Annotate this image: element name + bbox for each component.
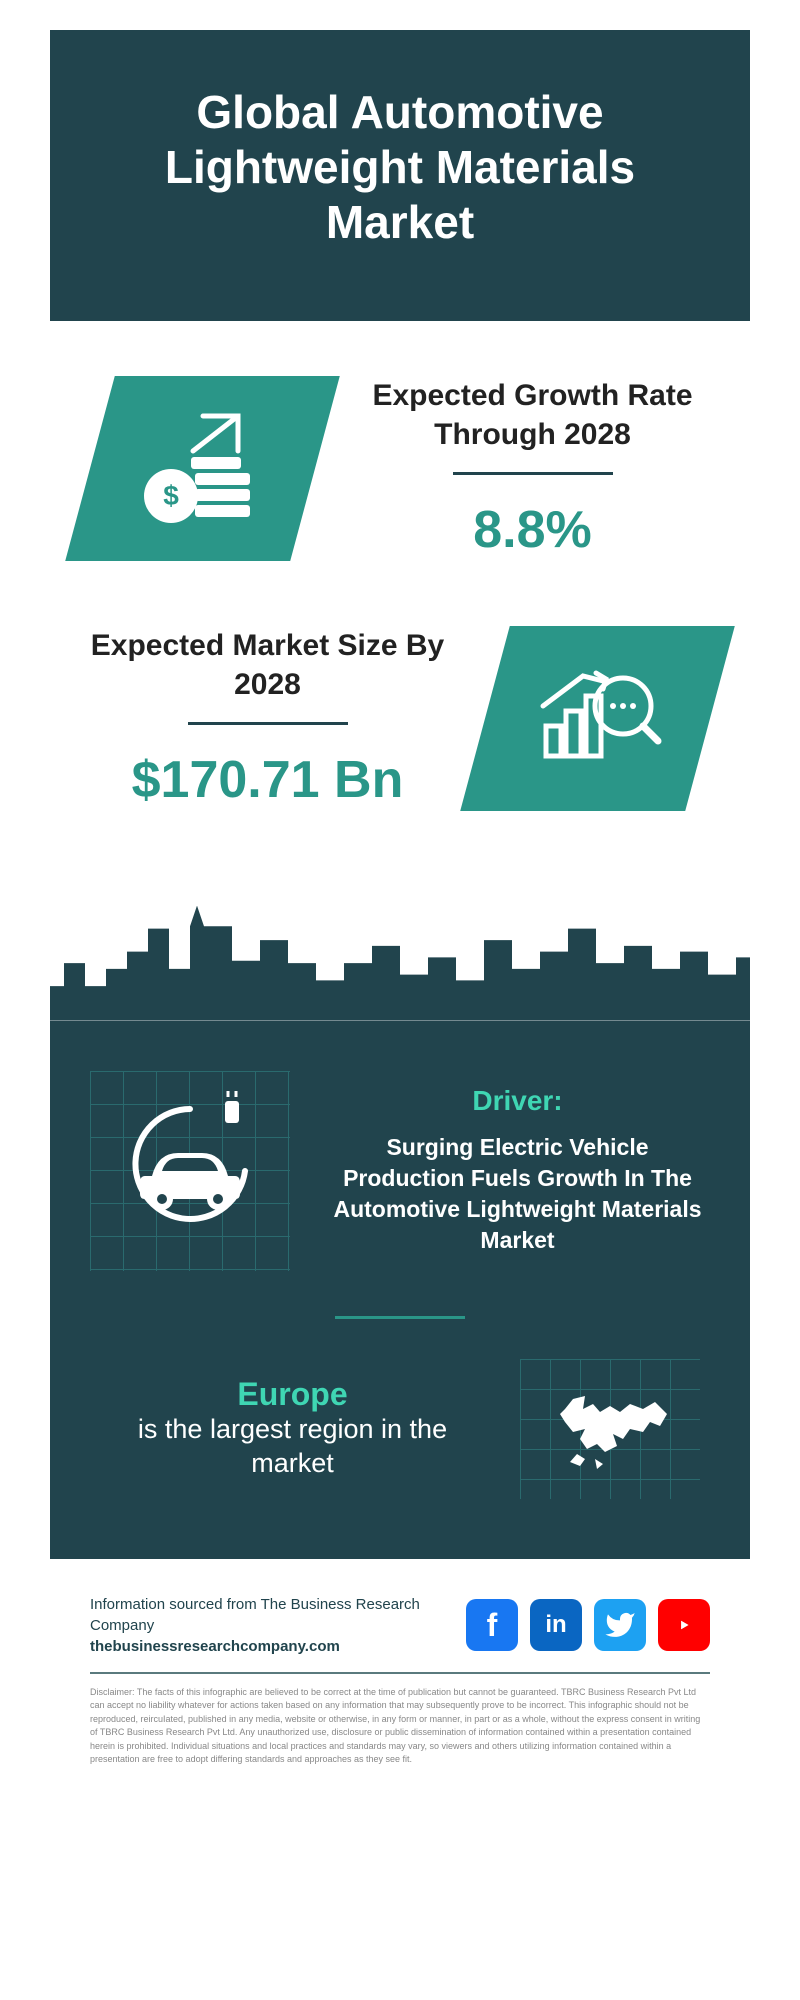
- source-row: Information sourced from The Business Re…: [90, 1594, 710, 1657]
- svg-text:$: $: [163, 480, 179, 511]
- growth-label: Expected Growth Rate Through 2028: [355, 376, 710, 454]
- region-row: Europe is the largest region in the mark…: [90, 1359, 710, 1499]
- money-growth-icon: $: [133, 401, 273, 536]
- region-text: Europe is the largest region in the mark…: [100, 1376, 485, 1481]
- linkedin-icon[interactable]: in: [530, 1599, 582, 1651]
- driver-text: Driver: Surging Electric Vehicle Product…: [325, 1085, 710, 1256]
- main-title: Global Automotive Lightweight Materials …: [90, 85, 710, 251]
- driver-section: Driver: Surging Electric Vehicle Product…: [50, 1021, 750, 1559]
- stats-section: $ Expected Growth Rate Through 2028 8.8%: [50, 321, 750, 916]
- driver-label: Driver:: [325, 1085, 710, 1117]
- region-description: is the largest region in the market: [100, 1413, 485, 1481]
- section-divider: [335, 1316, 465, 1319]
- divider: [188, 722, 348, 725]
- growth-text: Expected Growth Rate Through 2028 8.8%: [355, 376, 710, 560]
- divider: [453, 472, 613, 475]
- market-value: $170.71 Bn: [90, 750, 445, 810]
- social-icons: f in: [466, 1599, 710, 1651]
- header-section: Global Automotive Lightweight Materials …: [50, 30, 750, 321]
- market-label: Expected Market Size By 2028: [90, 626, 445, 704]
- facebook-icon[interactable]: f: [466, 1599, 518, 1651]
- growth-rate-row: $ Expected Growth Rate Through 2028 8.8%: [90, 376, 710, 561]
- growth-value: 8.8%: [355, 500, 710, 560]
- disclaimer-text: Disclaimer: The facts of this infographi…: [90, 1686, 710, 1767]
- driver-description: Surging Electric Vehicle Production Fuel…: [325, 1132, 710, 1256]
- ev-car-icon: [90, 1071, 290, 1271]
- region-name: Europe: [100, 1376, 485, 1413]
- driver-row: Driver: Surging Electric Vehicle Product…: [90, 1071, 710, 1271]
- source-line2: thebusinessresearchcompany.com: [90, 1636, 466, 1657]
- footer-divider: [90, 1672, 710, 1674]
- analytics-icon: [528, 651, 668, 786]
- source-text: Information sourced from The Business Re…: [90, 1594, 466, 1657]
- youtube-icon[interactable]: [658, 1599, 710, 1651]
- footer-section: Information sourced from The Business Re…: [50, 1559, 750, 1787]
- source-line1: Information sourced from The Business Re…: [90, 1594, 466, 1636]
- market-text: Expected Market Size By 2028 $170.71 Bn: [90, 626, 445, 810]
- skyline-graphic: [50, 906, 750, 1021]
- growth-icon-box: $: [65, 376, 340, 561]
- europe-map-icon: [520, 1359, 700, 1499]
- twitter-icon[interactable]: [594, 1599, 646, 1651]
- market-size-row: Expected Market Size By 2028 $170.71 Bn: [90, 626, 710, 811]
- infographic-container: Global Automotive Lightweight Materials …: [50, 0, 750, 1787]
- market-icon-box: [460, 626, 735, 811]
